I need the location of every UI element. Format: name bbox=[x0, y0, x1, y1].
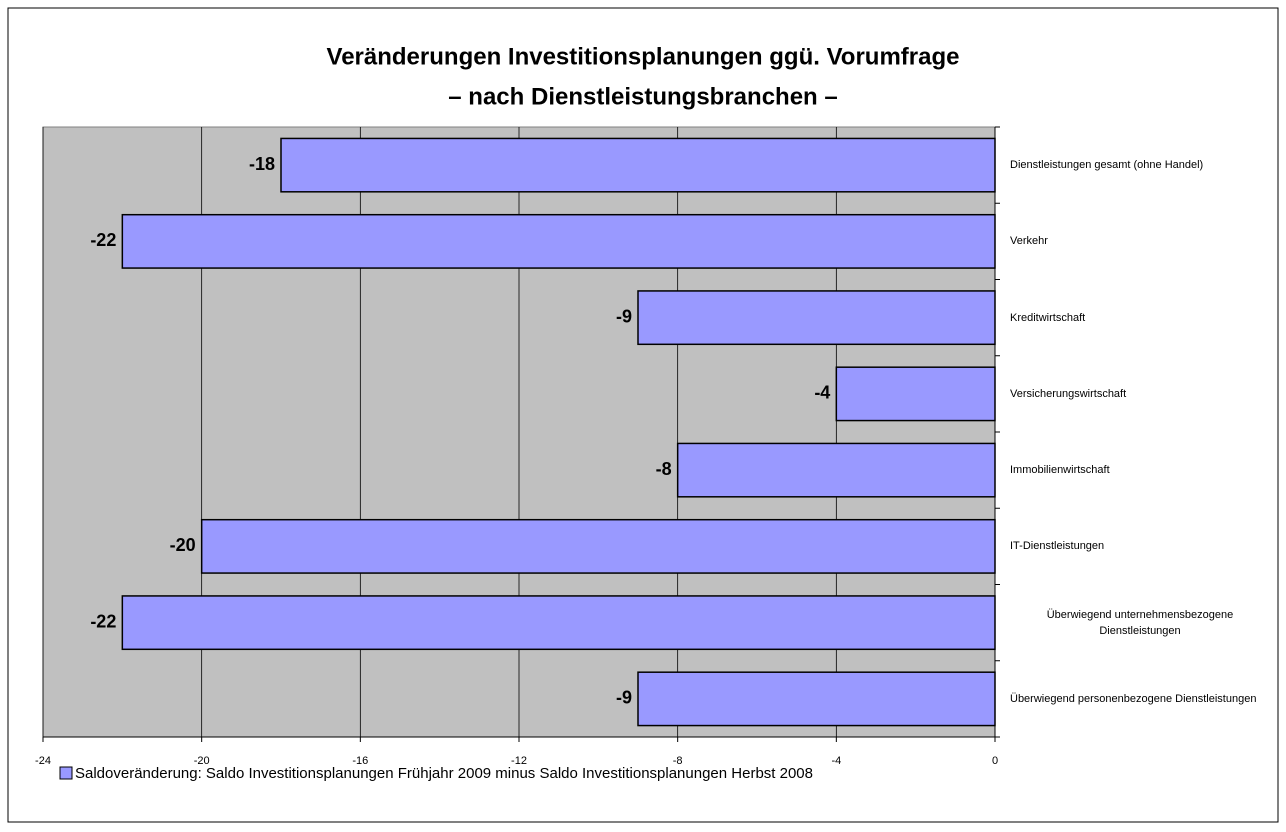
x-tick-label: -12 bbox=[511, 755, 527, 767]
bar bbox=[835, 366, 996, 422]
bar bbox=[280, 137, 996, 193]
bar bbox=[200, 518, 996, 574]
bar bbox=[121, 595, 996, 651]
y-tick-label: IT-Dienstleistungen bbox=[1010, 540, 1105, 553]
x-tick-label: -24 bbox=[35, 755, 51, 767]
bar bbox=[676, 442, 996, 498]
x-tick-label: -16 bbox=[352, 755, 368, 767]
x-tick-label: -4 bbox=[831, 755, 841, 767]
legend-swatch bbox=[59, 766, 73, 780]
x-tick-label: -8 bbox=[673, 755, 683, 767]
y-tick-label: Kreditwirtschaft bbox=[1010, 311, 1086, 324]
data-label: -18 bbox=[249, 154, 275, 174]
data-label: -8 bbox=[656, 459, 672, 479]
x-tick-label: 0 bbox=[992, 755, 998, 767]
y-tick-label: Überwiegend unternehmensbezogene Dienstl… bbox=[1046, 608, 1234, 637]
data-label: -9 bbox=[616, 306, 632, 326]
bar bbox=[121, 213, 996, 269]
bar bbox=[637, 290, 996, 346]
data-label: -22 bbox=[90, 230, 116, 250]
data-label: -20 bbox=[170, 535, 196, 555]
y-tick-label: Überwiegend personenbezogene Dienstleist… bbox=[1010, 692, 1257, 705]
y-tick-label: Versicherungswirtschaft bbox=[1010, 387, 1127, 400]
bar bbox=[637, 671, 996, 727]
x-tick-label: -20 bbox=[194, 755, 210, 767]
y-tick-label: Immobilienwirtschaft bbox=[1010, 464, 1110, 477]
data-label: -4 bbox=[814, 383, 830, 403]
chart-subtitle: – nach Dienstleistungsbranchen – bbox=[448, 83, 837, 110]
data-label: -22 bbox=[90, 611, 116, 631]
chart-title: Veränderungen Investitionsplanungen ggü.… bbox=[327, 43, 960, 70]
y-tick-label: Verkehr bbox=[1010, 235, 1048, 248]
y-tick-label: Dienstleistungen gesamt (ohne Handel) bbox=[1010, 159, 1204, 172]
data-label: -9 bbox=[616, 688, 632, 708]
legend-label: Saldoveränderung: Saldo Investitionsplan… bbox=[75, 765, 813, 782]
